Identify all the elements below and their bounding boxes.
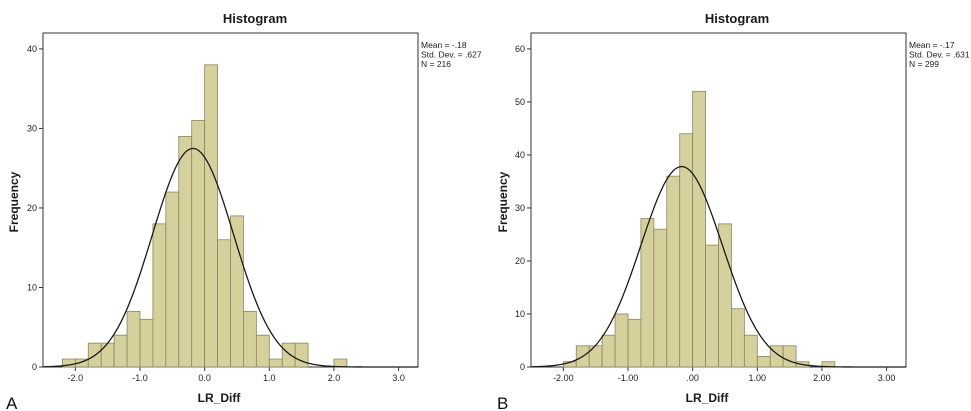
histogram-bar	[217, 239, 231, 368]
stats-line: Std. Dev. = .627	[421, 50, 482, 60]
panel-b-histogram: Histogram 0 10 20 30 40 50 60 -2.00 -1.00 .00 1.00 2…	[496, 11, 970, 411]
x-tick-label: -1.0	[132, 373, 148, 383]
x-tick-label: 3.0	[392, 373, 405, 383]
normal-curve	[42, 147, 418, 368]
histogram-bar	[255, 334, 270, 368]
histogram-bar	[165, 191, 180, 368]
histogram-bar	[281, 342, 296, 368]
histogram-bar	[653, 228, 668, 368]
chart-title: Histogram	[223, 11, 287, 26]
histogram-bar	[333, 358, 348, 368]
histogram-bar	[601, 334, 616, 368]
histogram-bar	[692, 90, 706, 368]
chart-title: Histogram	[705, 11, 769, 26]
histogram-bar	[243, 310, 257, 368]
y-tick-label: 40	[27, 44, 37, 54]
histogram-bar	[743, 334, 758, 368]
y-tick-label: 20	[515, 256, 525, 266]
panel-label: A	[6, 394, 18, 411]
x-tick-label: 2.0	[328, 373, 341, 383]
normal-curve	[530, 165, 906, 368]
histogram-bar	[731, 308, 745, 368]
x-tick-label: -2.0	[68, 373, 84, 383]
y-tick-label: 10	[27, 282, 37, 292]
histogram-bar	[588, 345, 603, 368]
histogram-bar	[268, 358, 283, 368]
y-tick-label: 0	[32, 362, 37, 372]
x-tick-label: 1.00	[749, 373, 767, 383]
y-tick-label: 50	[515, 97, 525, 107]
histogram-bar	[718, 223, 732, 368]
histogram-bar	[178, 135, 193, 368]
y-tick-label: 30	[27, 123, 37, 133]
y-tick-label: 60	[515, 44, 525, 54]
y-tick-label: 20	[27, 203, 37, 213]
panel-label: B	[497, 394, 508, 411]
x-axis-label: LR_Diff	[198, 391, 242, 405]
histogram-bar	[230, 215, 244, 368]
histogram-bar	[152, 223, 167, 368]
histogram-bar	[100, 342, 115, 368]
y-tick-label: 40	[515, 150, 525, 160]
histogram-bar	[294, 342, 309, 368]
x-tick-label: 3.00	[878, 373, 896, 383]
histogram-bar	[139, 318, 154, 368]
histogram-bar	[614, 313, 629, 368]
x-tick-label: .00	[686, 373, 699, 383]
histogram-bar	[627, 318, 642, 368]
x-tick-label: 0.0	[198, 373, 211, 383]
histogram-bar	[705, 244, 719, 368]
y-axis-label: Frequency	[7, 171, 21, 232]
x-axis-label: LR_Diff	[686, 391, 730, 405]
x-tick-label: 2.00	[813, 373, 831, 383]
histogram-bar	[756, 355, 771, 368]
y-tick-label: 30	[515, 203, 525, 213]
x-tick-label: -1.00	[618, 373, 639, 383]
x-tick-label: -2.00	[553, 373, 574, 383]
histogram-bar	[666, 175, 681, 368]
histogram-bar	[113, 334, 128, 368]
histogram-bar	[126, 310, 141, 368]
histogram-bar	[782, 345, 797, 368]
stats-line: N = 299	[909, 59, 939, 69]
histogram-bar	[191, 120, 206, 368]
y-tick-label: 10	[515, 309, 525, 319]
y-axis-label: Frequency	[496, 171, 510, 232]
stats-line: Std. Dev. = .631	[909, 50, 970, 60]
histogram-bar	[679, 133, 694, 368]
y-tick-label: 0	[520, 362, 525, 372]
stats-line: Mean = -.17	[909, 40, 955, 50]
histogram-bar	[204, 64, 218, 368]
panel-a-histogram: Histogram 0 10 20 30 40 -2.0 -1.0 0.0 1.0 2.0 3.0 Me…	[6, 11, 482, 411]
stats-line: Mean = -.18	[421, 40, 467, 50]
stats-line: N = 216	[421, 59, 451, 69]
x-tick-label: 1.0	[263, 373, 276, 383]
